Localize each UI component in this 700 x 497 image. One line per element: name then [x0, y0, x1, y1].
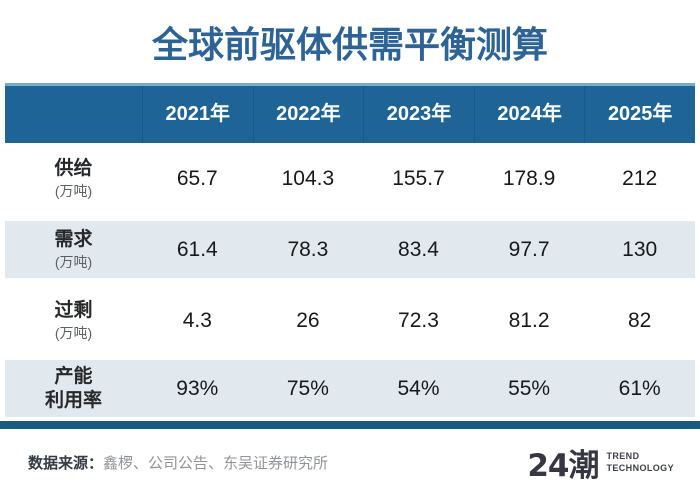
data-source: 数据来源：鑫椤、公司公告、东吴证券研究所	[28, 452, 328, 473]
table-row-supply: 供给 (万吨) 65.7 104.3 155.7 178.9 212	[5, 143, 695, 214]
footer: 数据来源：鑫椤、公司公告、东吴证券研究所 24潮 TREND TECHNOLOG…	[0, 429, 700, 496]
row-label-supply: 供给 (万吨)	[54, 158, 93, 199]
cell-surplus-2024: 81.2	[508, 308, 550, 332]
cell-surplus-2023: 72.3	[398, 308, 439, 332]
cell-demand-2021: 61.4	[176, 237, 218, 261]
logo-tagline-line1: TREND	[606, 450, 640, 461]
logo-tagline: TREND TECHNOLOGY	[606, 451, 674, 474]
header-year-2021: 2021年	[142, 86, 253, 143]
cell-utilization-2021: 93%	[176, 376, 219, 400]
data-source-text: 鑫椤、公司公告、东吴证券研究所	[103, 455, 329, 472]
cell-utilization-2025: 61%	[618, 376, 661, 400]
row-label-demand: 需求 (万吨)	[54, 229, 93, 270]
cell-demand-2025: 130	[622, 237, 658, 261]
cell-supply-2025: 212	[622, 166, 658, 190]
header-year-2022: 2022年	[252, 86, 364, 143]
logo-24chao-text: 24潮	[527, 448, 599, 484]
cell-utilization-2023: 54%	[397, 376, 440, 400]
title-area: 全球前驱体供需平衡测算	[0, 0, 700, 83]
page-title: 全球前驱体供需平衡测算	[151, 23, 548, 65]
header-year-2025: 2025年	[584, 86, 695, 143]
cell-supply-2024: 178.9	[502, 166, 556, 190]
cell-surplus-2022: 26	[296, 308, 320, 332]
table-row-surplus: 过剩 (万吨) 4.3 26 72.3 81.2 82	[5, 285, 695, 356]
supply-demand-table: 2021年 2022年 2023年 2024年 2025年 供给 (万吨) 65…	[5, 83, 695, 420]
cell-demand-2024: 97.7	[508, 237, 550, 261]
cell-supply-2021: 65.7	[176, 166, 218, 190]
header-year-2024: 2024年	[473, 86, 585, 143]
header-year-2023: 2023年	[363, 86, 474, 143]
cell-surplus-2025: 82	[628, 308, 652, 332]
cell-supply-2022: 104.3	[281, 166, 335, 190]
header-corner-cell	[5, 86, 142, 143]
cell-utilization-2024: 55%	[508, 376, 551, 400]
cell-demand-2022: 78.3	[287, 237, 329, 261]
row-label-surplus: 过剩 (万吨)	[54, 300, 93, 341]
brand-logo: 24潮 TREND TECHNOLOGY	[527, 440, 674, 485]
table-bottom-bar	[0, 421, 700, 429]
logo-tagline-line2: TECHNOLOGY	[606, 462, 674, 473]
cell-utilization-2022: 75%	[286, 376, 329, 400]
table-header-row: 2021年 2022年 2023年 2024年 2025年	[5, 83, 695, 143]
cell-surplus-2021: 4.3	[182, 308, 212, 332]
cell-demand-2023: 83.4	[398, 237, 439, 261]
cell-supply-2023: 155.7	[392, 166, 445, 190]
table-row-utilization: 产能 利用率 93% 75% 54% 55% 61%	[5, 356, 695, 420]
table-row-demand: 需求 (万吨) 61.4 78.3 83.4 97.7 130	[5, 214, 695, 285]
data-source-label: 数据来源：	[28, 455, 104, 472]
row-label-utilization: 产能 利用率	[44, 365, 102, 411]
